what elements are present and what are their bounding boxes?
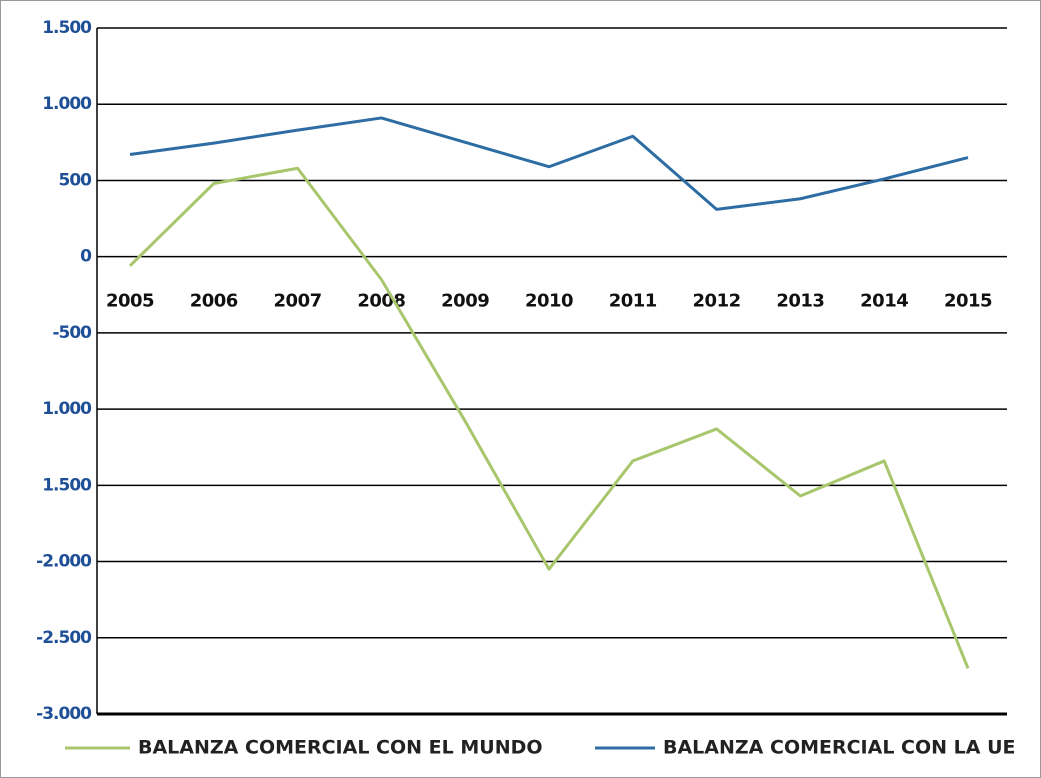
y-tick-label: -2.500 [36, 628, 92, 648]
x-tick-label: 2009 [441, 291, 489, 312]
x-tick-label: 2010 [525, 291, 573, 312]
y-tick-label: 1.000 [42, 94, 92, 114]
x-tick-label: 2006 [190, 291, 238, 312]
x-tick-label: 2014 [860, 291, 908, 312]
x-tick-label: 2008 [357, 291, 405, 312]
y-tick-label: 500 [59, 170, 93, 190]
series-line [129, 116, 969, 211]
x-tick-label: 2005 [106, 291, 154, 312]
y-tick-label: -3.000 [36, 704, 92, 724]
y-tick-label: 1.500 [42, 475, 92, 495]
y-tick-label: 0 [80, 247, 92, 267]
y-tick-label: 1.000 [42, 399, 92, 419]
x-tick-label: 2012 [693, 291, 741, 312]
x-tick-label: 2007 [274, 291, 322, 312]
y-tick-label: -500 [52, 323, 92, 343]
legend-label: BALANZA COMERCIAL CON LA UE [663, 737, 1016, 759]
y-tick-label: 1.500 [42, 18, 92, 38]
x-tick-label: 2013 [776, 291, 824, 312]
y-tick-label: -2.000 [36, 552, 92, 572]
series-line [128, 166, 970, 669]
x-tick-label: 2011 [609, 291, 657, 312]
x-tick-label: 2015 [944, 291, 992, 312]
legend-label: BALANZA COMERCIAL CON EL MUNDO [138, 737, 543, 759]
